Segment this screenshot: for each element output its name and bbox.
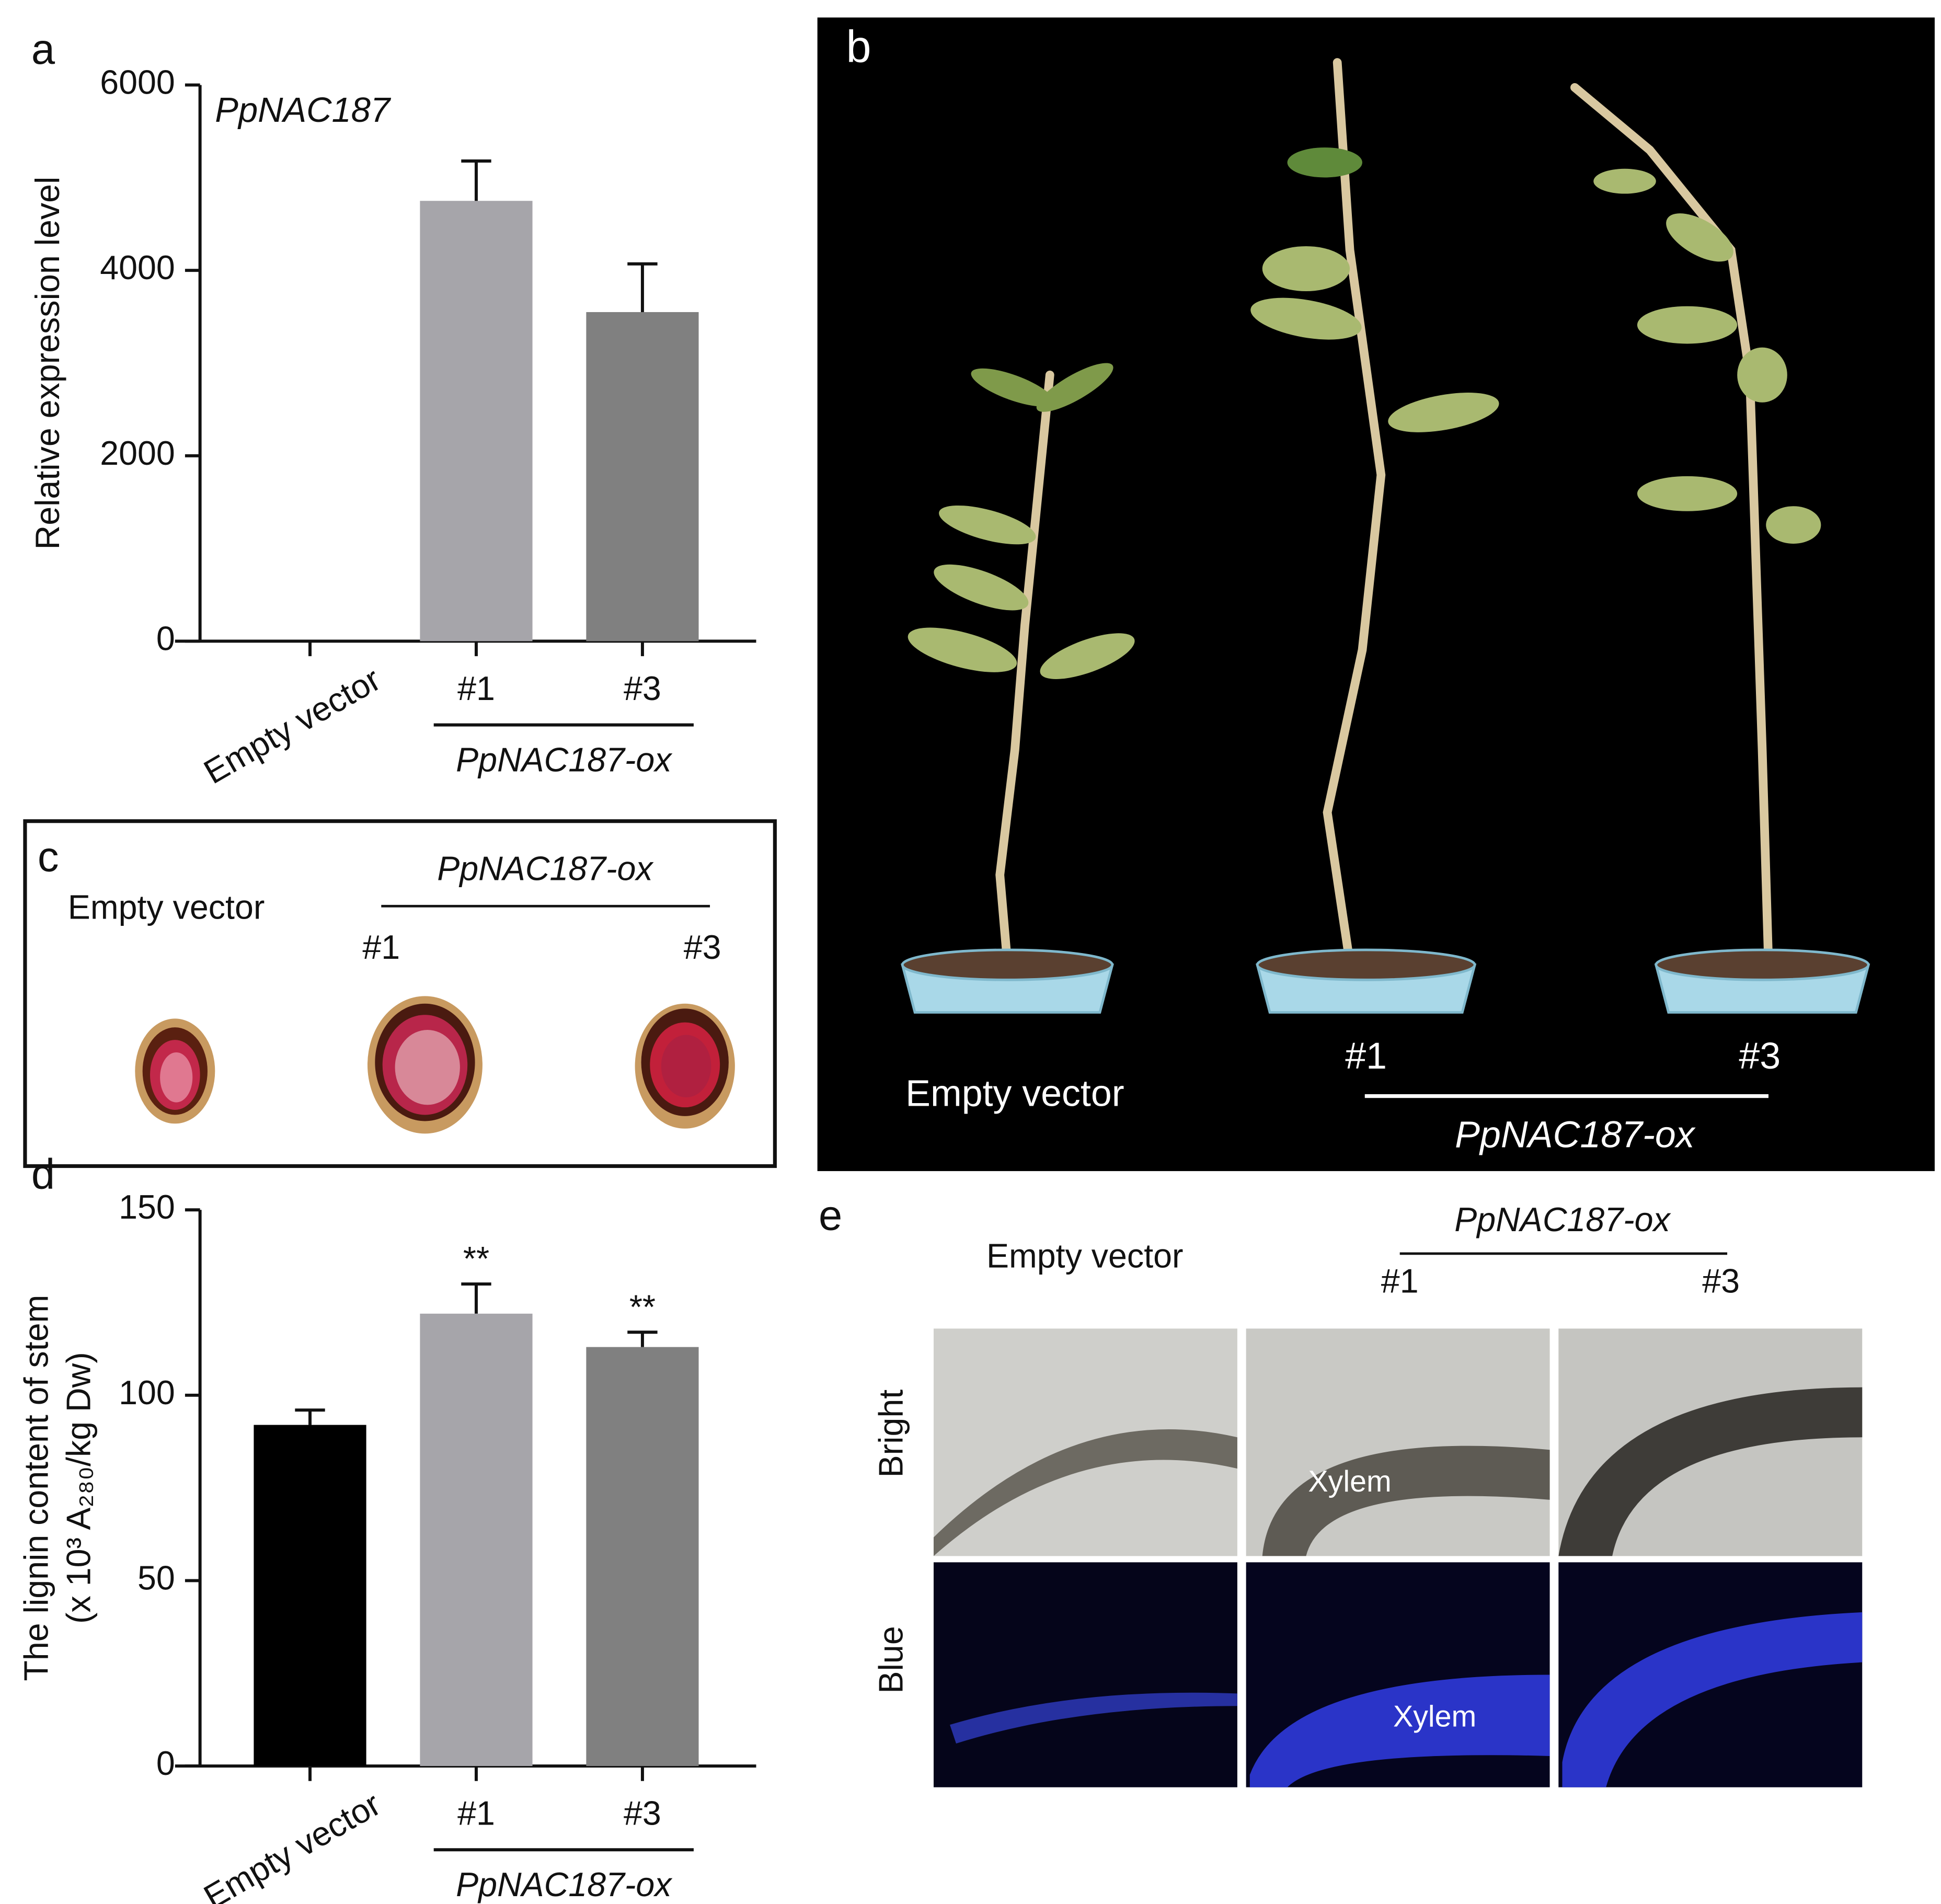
bar [586, 312, 699, 641]
row-label: Bright [872, 1390, 910, 1478]
stem-sections [135, 996, 735, 1134]
line-label: #1 [1381, 1262, 1419, 1300]
y-tick-label: 150 [119, 1188, 175, 1226]
annotation: Xylem [1393, 1700, 1476, 1733]
line-label: #1 [1345, 1035, 1387, 1077]
y-tick-label: 50 [137, 1559, 175, 1597]
bar [254, 1425, 366, 1767]
line-label: #3 [1739, 1035, 1781, 1077]
y-tick-label: 2000 [100, 434, 175, 472]
panel-label: a [31, 26, 55, 73]
group-label: PpNAC187-ox [456, 1866, 673, 1903]
panel-label: b [846, 21, 871, 72]
group-label: Empty vector [986, 1237, 1184, 1275]
bar [586, 1347, 699, 1767]
bar [420, 1313, 533, 1767]
y-tick-label: 6000 [100, 64, 175, 101]
line-label: #1 [362, 928, 400, 966]
leaves [908, 147, 1821, 679]
micrographs [933, 1328, 1863, 1787]
error-bar [295, 1408, 325, 1425]
error-bar [461, 159, 491, 201]
x-tick-label: #1 [457, 670, 495, 707]
panel-label: c [38, 833, 59, 880]
error-bar [461, 1282, 491, 1314]
panel-label: d [31, 1151, 55, 1198]
y-tick-label: 4000 [100, 249, 175, 286]
significance: ** [463, 1240, 489, 1278]
x-tick-label: #3 [624, 670, 661, 707]
row-label: Blue [872, 1626, 910, 1693]
y-tick-label: 100 [119, 1374, 175, 1412]
error-bar [627, 1330, 658, 1347]
bar [420, 201, 533, 641]
group-label: PpNAC187-ox [1455, 1114, 1696, 1155]
x-tick-label: #1 [457, 1795, 495, 1832]
annotation: Xylem [1308, 1465, 1391, 1498]
line-label: #3 [684, 928, 721, 966]
panel-c: c Empty vector PpNAC187-ox #1 #3 [23, 819, 777, 1168]
group-label: Empty vector [68, 888, 265, 926]
annotation: PpNAC187 [215, 90, 392, 130]
group-label: PpNAC187-ox [1454, 1201, 1671, 1238]
group-label: PpNAC187-ox [456, 741, 673, 778]
panel-frame [23, 819, 777, 1168]
significance: ** [629, 1288, 656, 1326]
line-label: #3 [1702, 1262, 1740, 1300]
y-tick-label: 0 [156, 1745, 175, 1782]
panel-b: b Empty vector #1 #3 PpNAC187-ox [817, 17, 1935, 1172]
y-axis-label: The lignin content of stem [17, 1295, 55, 1681]
panel-e: e Empty vector PpNAC187-ox #1 #3 Bright … [819, 1191, 1863, 1787]
pots [901, 948, 1870, 1014]
x-tick-label: Empty vector [198, 1785, 387, 1904]
y-tick-label: 0 [156, 620, 175, 657]
error-bar [627, 262, 658, 312]
group-label: PpNAC187-ox [437, 850, 654, 887]
panel-label: e [819, 1191, 842, 1239]
y-axis-label: (x 10³ A₂₈₀/kg Dw) [60, 1352, 98, 1624]
x-tick-label: Empty vector [198, 660, 387, 792]
group-label: Empty vector [905, 1073, 1124, 1115]
x-tick-label: #3 [624, 1795, 661, 1832]
y-axis-label: Relative expression level [29, 177, 66, 550]
